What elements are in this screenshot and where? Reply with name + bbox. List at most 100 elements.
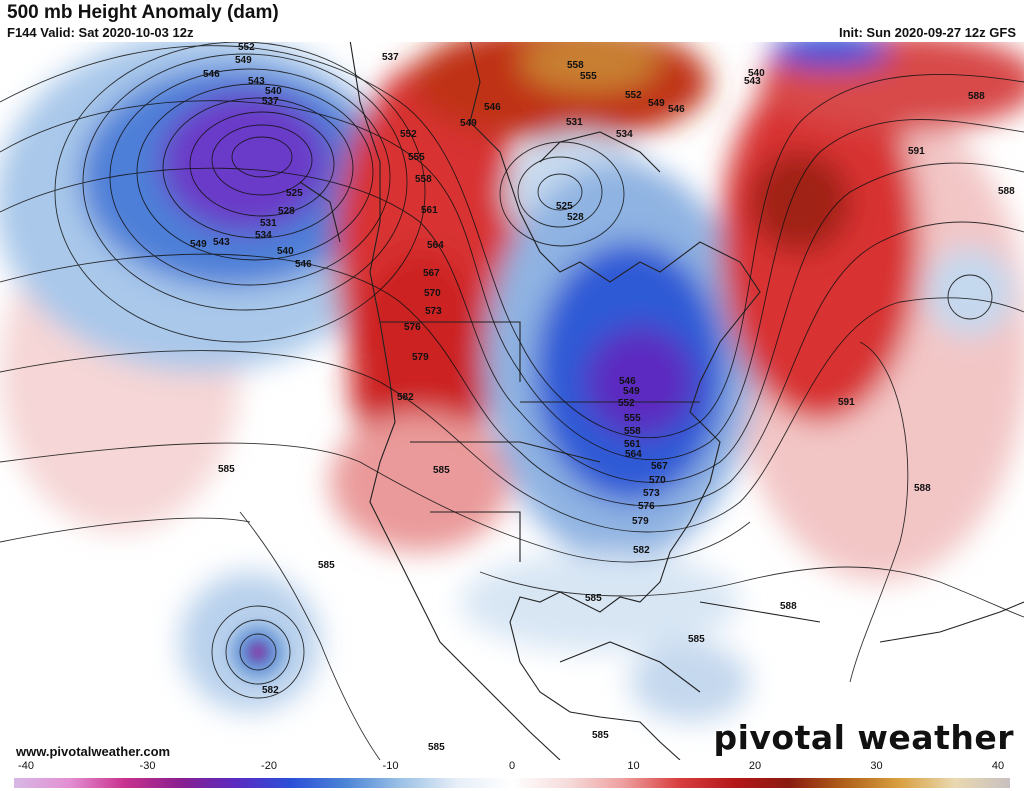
contour-label-564-gl: 564 — [625, 449, 642, 460]
contour-label-588-2: 588 — [998, 186, 1015, 197]
map-title: 500 mb Height Anomaly (dam) — [7, 2, 279, 23]
contour-label-564: 564 — [427, 240, 444, 251]
valid-time: F144 Valid: Sat 2020-10-03 12z — [7, 25, 194, 40]
colorbar — [14, 778, 1010, 788]
contour-label-531-hb: 531 — [566, 117, 583, 128]
colorbar-tick-label: -20 — [261, 760, 277, 772]
weak-trough-gulf — [460, 552, 740, 652]
contour-label-540: 540 — [265, 86, 282, 97]
contour-label-585-gulf: 585 — [585, 593, 602, 604]
contour-label-525: 525 — [286, 188, 303, 199]
contour-label-573: 573 — [425, 306, 442, 317]
contour-label-549: 549 — [235, 55, 252, 66]
contour-label-588-4: 588 — [780, 601, 797, 612]
contour-label-558-gl: 558 — [624, 426, 641, 437]
contour-label-528-hb: 528 — [567, 212, 584, 223]
colorbar-fill — [14, 778, 1010, 788]
trough-great-lakes-core — [585, 327, 695, 437]
contour-label-540b: 540 — [277, 246, 294, 257]
trough-alaska-core — [160, 92, 330, 232]
colorbar-tick-label: -30 — [139, 760, 156, 772]
contour-label-561-gl: 561 — [624, 439, 641, 450]
colorbar-tick-label: 30 — [870, 760, 883, 772]
contour-label-537: 537 — [262, 96, 279, 107]
contour-label-585-sw: 585 — [433, 465, 450, 476]
contour-label-549c: 549 — [460, 118, 477, 129]
weak-trough-mid-atlantic — [925, 247, 1015, 337]
contour-label-576: 576 — [404, 322, 421, 333]
contour-label-585-pac: 585 — [218, 464, 235, 475]
contour-label-582-cyc: 582 — [262, 685, 279, 696]
contour-label-555: 555 — [408, 152, 425, 163]
contour-label-543b: 543 — [213, 237, 230, 248]
contour-label-546: 546 — [203, 69, 220, 80]
contour-label-558-arc: 558 — [567, 60, 584, 71]
height-contours — [0, 42, 1024, 760]
ridge-sw-us — [330, 412, 510, 552]
contour-label-543: 543 — [248, 76, 265, 87]
contour-label-561: 561 — [421, 205, 438, 216]
colorbar-tick-label: 10 — [627, 760, 640, 772]
contour-label-585-sam: 585 — [592, 730, 609, 741]
contour-label-588-1: 588 — [968, 91, 985, 102]
contour-label-534: 534 — [255, 230, 272, 241]
colorbar-tick-label: 40 — [991, 760, 1005, 772]
contour-label-546c: 546 — [484, 102, 501, 113]
ridge-arctic-core — [520, 42, 660, 92]
contour-label-552c: 552 — [400, 129, 417, 140]
contour-label-570: 570 — [424, 288, 441, 299]
contour-label-540-top: 540 — [748, 68, 765, 79]
contour-label-588-3: 588 — [914, 483, 931, 494]
contour-label-552-gl: 552 — [618, 398, 635, 409]
weak-trough-caribbean — [630, 642, 750, 722]
chart-header: 500 mb Height Anomaly (dam) F144 Valid: … — [0, 0, 1024, 42]
contour-label-567: 567 — [423, 268, 440, 279]
contour-label-549b: 549 — [190, 239, 207, 250]
contour-label-552: 552 — [238, 42, 255, 53]
contour-label-546b: 546 — [295, 259, 312, 270]
colorbar-tick-label: -40 — [18, 760, 34, 772]
brand-logo: pivotal weather — [713, 718, 1014, 757]
contour-label-534-hb: 534 — [616, 129, 633, 140]
contour-label-537b: 537 — [382, 52, 399, 63]
contour-label-573-gl: 573 — [643, 488, 660, 499]
trough-arctic-right — [770, 42, 890, 68]
contour-label-546-gl: 546 — [619, 376, 636, 387]
website-credit: www.pivotalweather.com — [14, 744, 173, 759]
contour-label-549-arc: 549 — [648, 98, 665, 109]
contour-label-528: 528 — [278, 206, 295, 217]
colorbar-tick-label: -10 — [382, 760, 399, 772]
contour-labels: 552 549 546 543 540 537 525 528 531 534 … — [190, 42, 1015, 753]
contour-label-570-gl: 570 — [649, 475, 666, 486]
contour-label-531: 531 — [260, 218, 277, 229]
contour-label-591-1: 591 — [908, 146, 925, 157]
contour-label-546-arc: 546 — [668, 104, 685, 115]
contour-label-585-cpac: 585 — [318, 560, 335, 571]
anomaly-map: 552 549 546 543 540 537 525 528 531 534 … — [0, 42, 1024, 760]
colorbar-ticks: -40 -30 -20 -10 0 10 20 30 40 — [0, 760, 1024, 776]
contour-label-525-hb: 525 — [556, 201, 573, 212]
contour-label-585-car: 585 — [688, 634, 705, 645]
map-panel: 552 549 546 543 540 537 525 528 531 534 … — [0, 42, 1024, 760]
colorbar-tick-label: 0 — [508, 760, 516, 772]
contour-label-558: 558 — [415, 174, 432, 185]
contour-label-585-epac: 585 — [428, 742, 445, 753]
ridge-atlantic-core — [750, 152, 850, 252]
contour-label-555-arc: 555 — [580, 71, 597, 82]
contour-label-549-gl: 549 — [623, 386, 640, 397]
contour-label-543-top: 543 — [744, 76, 761, 87]
contour-label-567-gl: 567 — [651, 461, 668, 472]
anomaly-fill — [0, 42, 1024, 722]
coastlines — [299, 42, 1024, 760]
contour-label-555-gl: 555 — [624, 413, 641, 424]
colorbar-tick-label: 20 — [748, 760, 762, 772]
contour-label-552-arc: 552 — [625, 90, 642, 101]
contour-label-579: 579 — [412, 352, 429, 363]
contour-label-582-gl: 582 — [633, 545, 650, 556]
init-time: Init: Sun 2020-09-27 12z GFS — [838, 25, 1016, 40]
contour-label-579-gl: 579 — [632, 516, 649, 527]
contour-label-591-2: 591 — [838, 397, 855, 408]
cyclone-core — [230, 624, 286, 680]
contour-label-582: 582 — [397, 392, 414, 403]
contour-label-576-gl: 576 — [638, 501, 655, 512]
